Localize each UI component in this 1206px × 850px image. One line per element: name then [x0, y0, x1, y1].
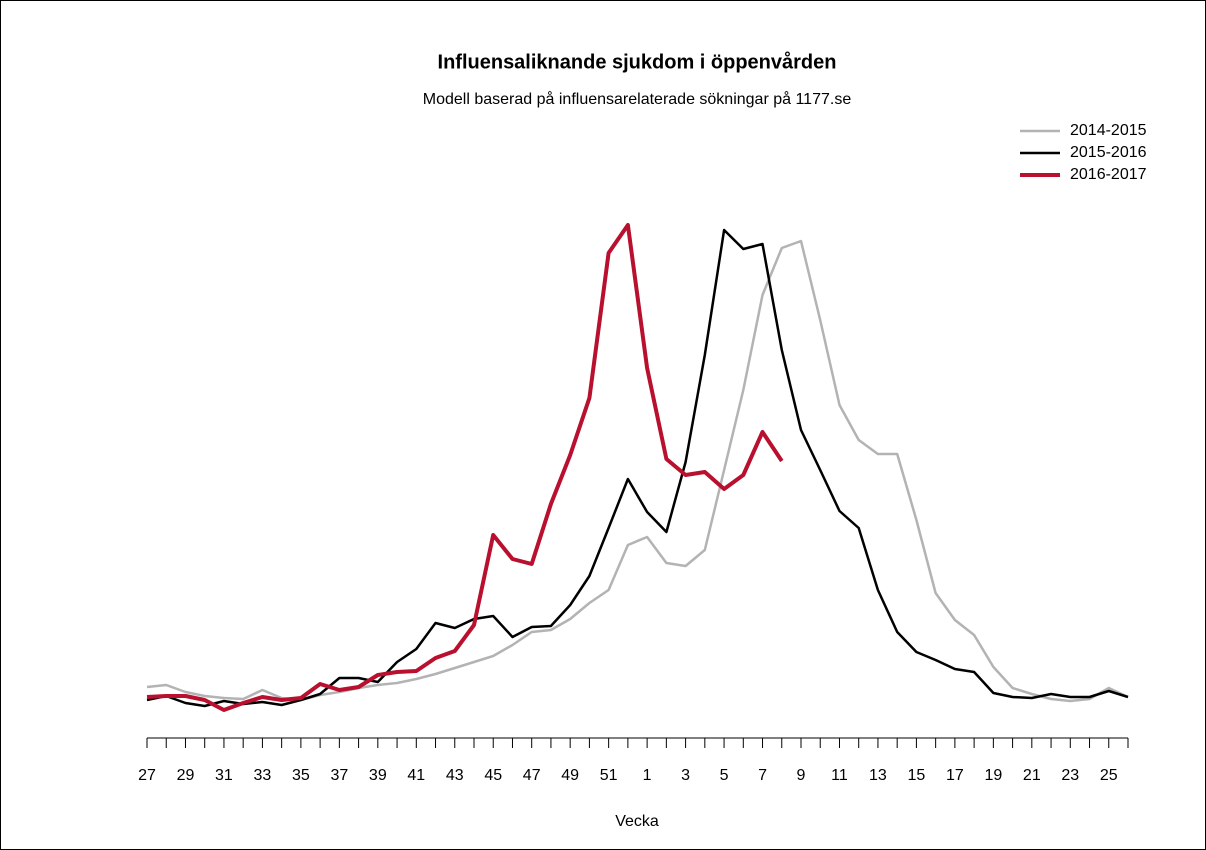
chart-subtitle: Modell baserad på influensarelaterade sö…: [423, 90, 852, 108]
x-tick-label: 7: [758, 767, 767, 784]
x-tick-label: 51: [600, 767, 618, 784]
x-tick-label: 41: [407, 767, 425, 784]
x-tick-label: 11: [831, 767, 848, 784]
chart-title: Influensaliknande sjukdom i öppenvården: [438, 50, 837, 73]
x-tick-label: 25: [1100, 767, 1118, 784]
x-tick-label: 21: [1023, 767, 1041, 784]
x-tick-label: 39: [369, 767, 387, 784]
x-tick-label: 15: [908, 767, 926, 784]
x-tick-label: 31: [215, 767, 233, 784]
legend-label: 2016-2017: [1070, 166, 1147, 183]
x-tick-label: 5: [720, 767, 729, 784]
x-tick-label: 23: [1061, 767, 1079, 784]
x-tick-label: 47: [523, 767, 541, 784]
x-tick-label: 13: [869, 767, 887, 784]
x-tick-label: 17: [946, 767, 964, 784]
x-tick-label: 9: [797, 767, 806, 784]
series-line: [146, 228, 1129, 708]
x-tick-label: 43: [446, 767, 464, 784]
x-tick-label: 49: [561, 767, 579, 784]
x-tick-label: 3: [681, 767, 690, 784]
x-axis-label: Vecka: [615, 813, 659, 830]
x-tick-label: 35: [292, 767, 310, 784]
x-tick-label: 29: [177, 767, 195, 784]
x-tick-label: 19: [984, 767, 1002, 784]
x-tick-label: 1: [643, 767, 652, 784]
x-tick-label: 33: [254, 767, 272, 784]
legend-label: 2014-2015: [1070, 122, 1147, 139]
x-tick-label: 37: [330, 767, 348, 784]
series-line: [146, 223, 784, 712]
x-tick-label: 27: [138, 767, 156, 784]
x-tick-label: 45: [484, 767, 502, 784]
legend-label: 2015-2016: [1070, 144, 1147, 161]
